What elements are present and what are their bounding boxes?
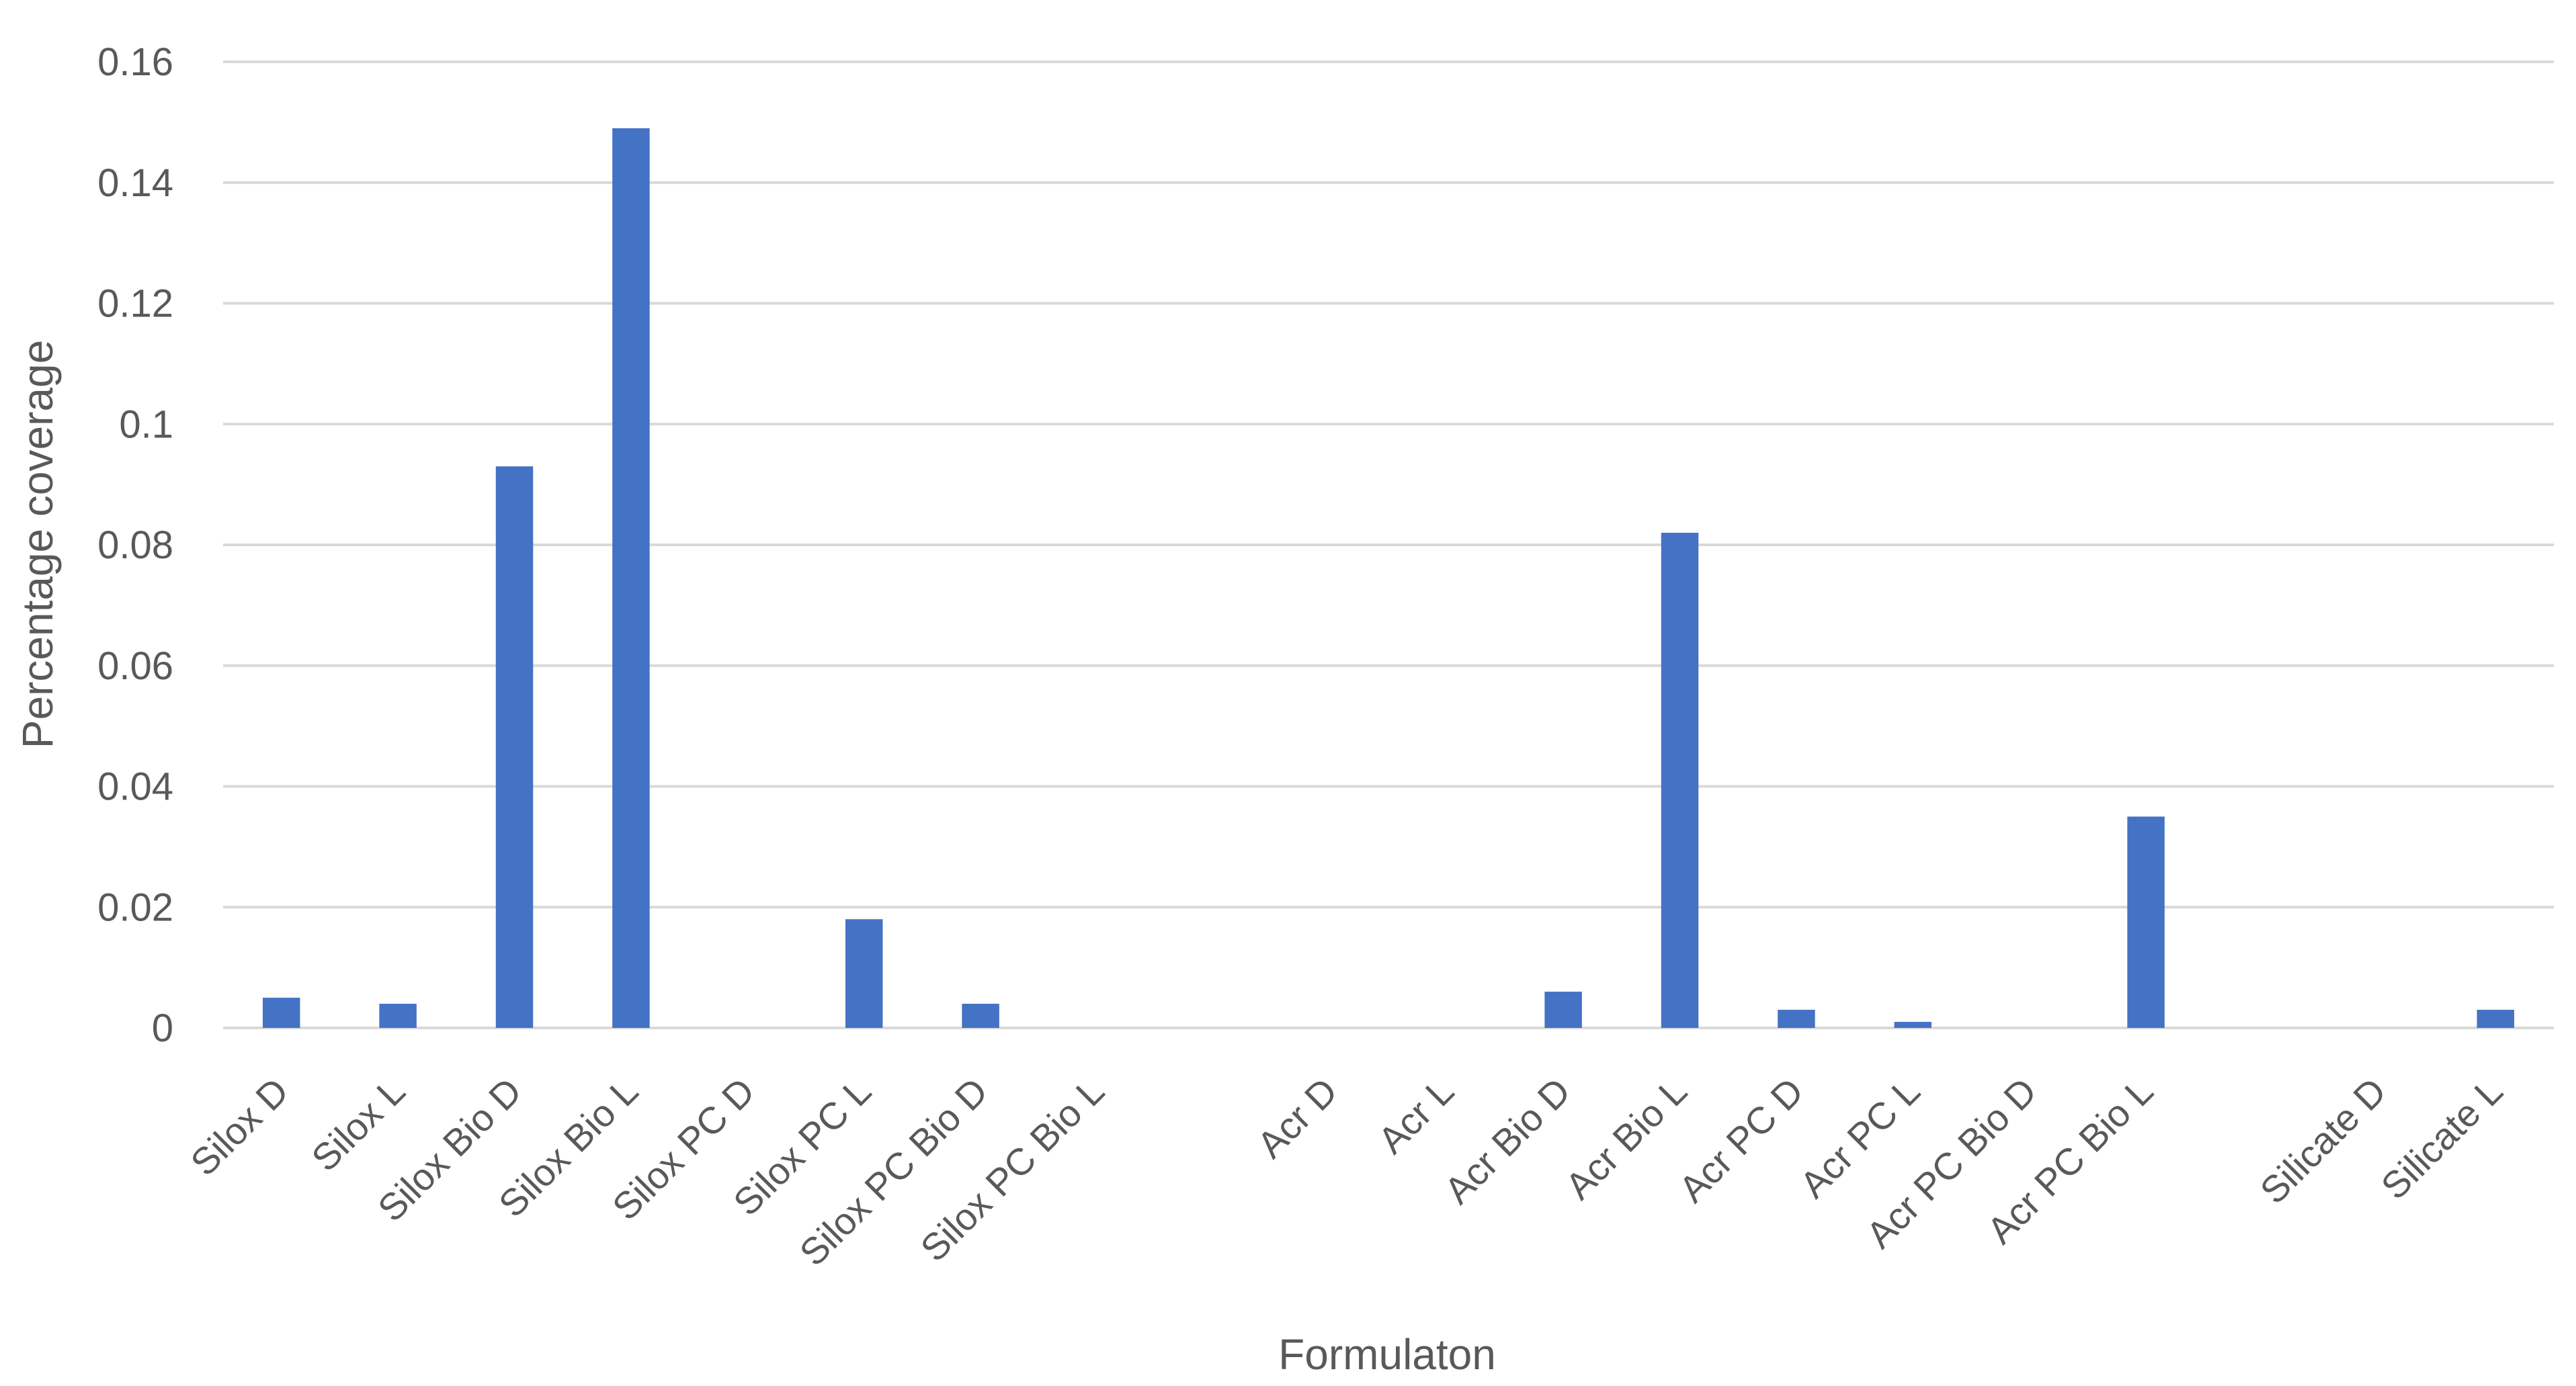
bar: [845, 919, 883, 1028]
bar: [379, 1004, 417, 1028]
bar: [2477, 1010, 2515, 1028]
bar: [612, 128, 650, 1028]
y-tick-label: 0.06: [97, 644, 173, 688]
bars: [262, 128, 2515, 1028]
y-tick-label: 0: [152, 1006, 173, 1050]
bar: [1544, 992, 1582, 1028]
bar: [2127, 816, 2165, 1028]
y-tick-label: 0.16: [97, 40, 173, 84]
x-axis-title: Formulaton: [1278, 1330, 1496, 1379]
y-axis-title: Percentage coverage: [13, 340, 62, 748]
y-axis-tick-labels: 0 0.02 0.04 0.06 0.08 0.1 0.12 0.14 0.16: [97, 40, 173, 1050]
y-tick-label: 0.14: [97, 161, 173, 205]
gridlines: [223, 60, 2554, 1029]
bar: [262, 998, 300, 1028]
bar: [1778, 1010, 1815, 1028]
bar: [1894, 1022, 1932, 1028]
bar: [1661, 533, 1699, 1028]
y-tick-label: 0.08: [97, 523, 173, 567]
y-tick-label: 0.04: [97, 765, 173, 809]
y-tick-label: 0.02: [97, 885, 173, 929]
bar: [962, 1004, 999, 1028]
y-tick-label: 0.12: [97, 282, 173, 326]
y-tick-label: 0.1: [119, 402, 173, 446]
bar: [495, 466, 534, 1028]
